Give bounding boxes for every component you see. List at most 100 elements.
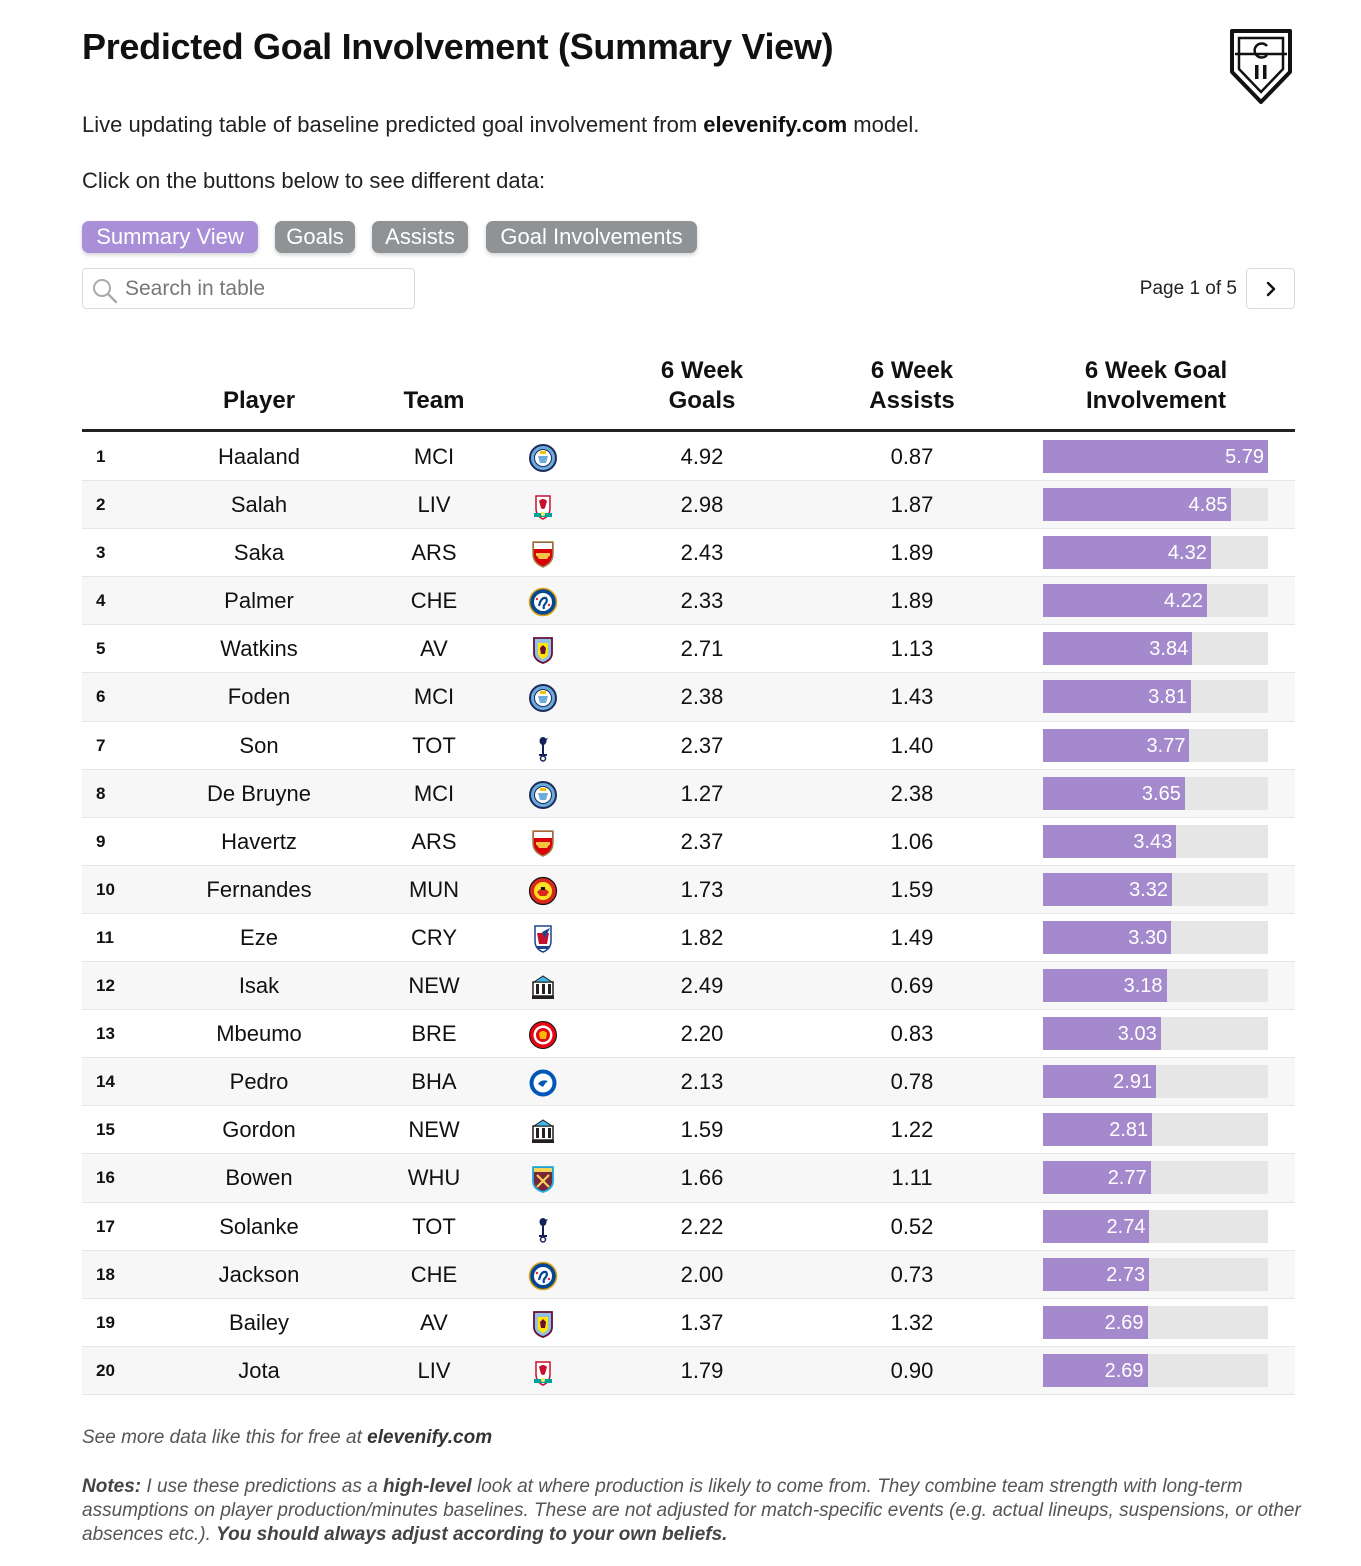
assists-button[interactable]: Assists bbox=[372, 221, 468, 253]
rank-cell: 1 bbox=[96, 447, 106, 466]
newcastle-crest-icon bbox=[528, 1116, 558, 1146]
column-header-player[interactable]: Player bbox=[222, 387, 296, 414]
column-header-goals[interactable]: 6 Week Goals bbox=[627, 356, 777, 416]
assists-cell: 1.43 bbox=[890, 684, 934, 710]
assists-cell: 0.90 bbox=[890, 1357, 934, 1383]
goal-involvement-bar-track: 3.43 bbox=[1043, 824, 1268, 858]
table-row: 14 Pedro BHA 2.13 0.78 2.91 bbox=[82, 1058, 1295, 1107]
chelsea-crest-icon bbox=[528, 1261, 558, 1291]
goal-involvement-bar-track: 2.77 bbox=[1043, 1161, 1268, 1195]
rank-cell: 15 bbox=[96, 1120, 115, 1140]
goal-involvements-button[interactable]: Goal Involvements bbox=[486, 221, 697, 253]
goal-involvement-bar-track: 2.81 bbox=[1043, 1113, 1268, 1147]
goal-involvement-bar: 3.43 bbox=[1043, 824, 1177, 858]
chelsea-crest-icon bbox=[528, 587, 558, 617]
tottenham-crest-icon bbox=[528, 1213, 558, 1243]
header-gi-line1: 6 Week Goal bbox=[1084, 357, 1228, 384]
goals-cell: 2.37 bbox=[680, 828, 724, 854]
team-cell: LIV bbox=[417, 1357, 451, 1383]
table-row: 1 Haaland MCI 4.92 0.87 5.79 bbox=[82, 433, 1295, 482]
goal-involvement-value: 3.18 bbox=[1123, 975, 1163, 998]
rank-cell: 14 bbox=[96, 1072, 115, 1092]
goal-involvement-bar-track: 5.79 bbox=[1043, 440, 1268, 473]
assists-cell: 0.52 bbox=[890, 1213, 934, 1239]
player-cell: Watkins bbox=[220, 636, 298, 662]
assists-cell: 1.87 bbox=[890, 492, 934, 518]
page-indicator: Page 1 of 5 bbox=[1139, 278, 1237, 299]
goals-cell: 1.66 bbox=[680, 1165, 724, 1191]
chevron-right-icon bbox=[1266, 281, 1276, 297]
search-input[interactable] bbox=[125, 273, 405, 305]
team-cell: AV bbox=[420, 636, 448, 662]
goal-involvement-bar-track: 4.85 bbox=[1043, 488, 1268, 522]
assists-cell: 2.38 bbox=[890, 780, 934, 806]
goal-involvement-value: 3.43 bbox=[1133, 830, 1173, 853]
table-row: 17 Solanke TOT 2.22 0.52 2.74 bbox=[82, 1203, 1295, 1251]
notes: Notes: I use these predictions as a high… bbox=[82, 1475, 1302, 1547]
west-ham-crest-icon bbox=[528, 1164, 558, 1194]
rank-cell: 19 bbox=[96, 1312, 115, 1332]
goal-involvement-bar: 2.81 bbox=[1043, 1113, 1153, 1147]
header-goals-line1: 6 Week bbox=[660, 357, 744, 384]
goals-cell: 1.59 bbox=[680, 1117, 724, 1143]
goal-involvement-bar: 3.30 bbox=[1043, 920, 1172, 954]
goal-involvement-bar-track: 3.84 bbox=[1043, 632, 1268, 666]
goals-cell: 1.82 bbox=[680, 924, 724, 950]
goal-involvement-bar-track: 3.18 bbox=[1043, 969, 1268, 1003]
goals-cell: 4.92 bbox=[680, 444, 724, 469]
team-cell: BHA bbox=[411, 1069, 457, 1095]
goal-involvement-value: 4.85 bbox=[1188, 494, 1228, 517]
goal-involvement-bar: 2.74 bbox=[1043, 1209, 1150, 1243]
site-link: elevenify.com bbox=[703, 112, 848, 137]
player-cell: Palmer bbox=[224, 588, 294, 614]
goal-involvement-value: 3.84 bbox=[1149, 638, 1189, 661]
table-row: 6 Foden MCI 2.38 1.43 3.81 bbox=[82, 673, 1295, 722]
goal-involvement-bar: 3.84 bbox=[1043, 632, 1193, 666]
team-cell: NEW bbox=[408, 1117, 460, 1143]
rank-cell: 11 bbox=[96, 927, 114, 947]
notes-text-2: look at where production is likely to co… bbox=[82, 1476, 1301, 1545]
goal-involvement-value: 2.77 bbox=[1107, 1167, 1147, 1190]
footer-note: See more data like this for free at elev… bbox=[82, 1427, 492, 1449]
column-header-goal-involvement[interactable]: 6 Week Goal Involvement bbox=[1045, 356, 1267, 416]
rank-cell: 5 bbox=[96, 639, 106, 659]
team-cell: AV bbox=[420, 1309, 448, 1335]
rank-cell: 6 bbox=[96, 687, 106, 707]
column-header-assists[interactable]: 6 Week Assists bbox=[837, 356, 987, 416]
rank-cell: 16 bbox=[96, 1168, 115, 1188]
goal-involvement-bar: 3.18 bbox=[1043, 969, 1167, 1003]
goals-button[interactable]: Goals bbox=[275, 221, 355, 253]
team-cell: NEW bbox=[408, 973, 460, 999]
player-cell: Saka bbox=[233, 540, 285, 566]
goal-involvement-bar-track: 2.69 bbox=[1043, 1353, 1268, 1387]
elevenify-logo bbox=[1230, 29, 1292, 104]
aston-villa-crest-icon bbox=[528, 1309, 558, 1339]
goal-involvement-bar: 3.81 bbox=[1043, 680, 1192, 714]
crystal-palace-crest-icon bbox=[528, 924, 558, 954]
goal-involvement-value: 3.32 bbox=[1129, 878, 1168, 901]
player-cell: Solanke bbox=[219, 1213, 299, 1239]
header-gi-line2: Involvement bbox=[1085, 387, 1227, 414]
goals-cell: 2.00 bbox=[680, 1261, 724, 1287]
column-header-team[interactable]: Team bbox=[403, 387, 465, 414]
instructions: Click on the buttons below to see differ… bbox=[82, 168, 546, 193]
man-city-crest-icon bbox=[528, 683, 558, 713]
rank-cell: 17 bbox=[96, 1216, 115, 1236]
footer-site-link[interactable]: elevenify.com bbox=[367, 1427, 493, 1448]
goal-involvement-bar: 3.32 bbox=[1043, 872, 1172, 906]
goals-cell: 2.49 bbox=[680, 973, 724, 999]
goal-involvement-bar: 3.65 bbox=[1043, 776, 1185, 810]
assists-cell: 0.87 bbox=[890, 444, 934, 469]
player-cell: Mbeumo bbox=[216, 1021, 302, 1047]
table-row: 12 Isak NEW 2.49 0.69 3.18 bbox=[82, 962, 1295, 1011]
goal-involvement-bar: 5.79 bbox=[1043, 440, 1268, 473]
goals-cell: 1.79 bbox=[680, 1357, 724, 1383]
goal-involvement-value: 2.69 bbox=[1104, 1359, 1144, 1382]
table-row: 15 Gordon NEW 1.59 1.22 2.81 bbox=[82, 1106, 1295, 1155]
notes-label: Notes: bbox=[82, 1476, 142, 1497]
subtitle-text-end: model. bbox=[847, 112, 920, 137]
notes-closing: You should always adjust according to yo… bbox=[216, 1524, 728, 1545]
goal-involvement-value: 3.30 bbox=[1128, 926, 1168, 949]
summary-view-button[interactable]: Summary View bbox=[82, 221, 258, 253]
next-page-button[interactable] bbox=[1246, 268, 1295, 309]
